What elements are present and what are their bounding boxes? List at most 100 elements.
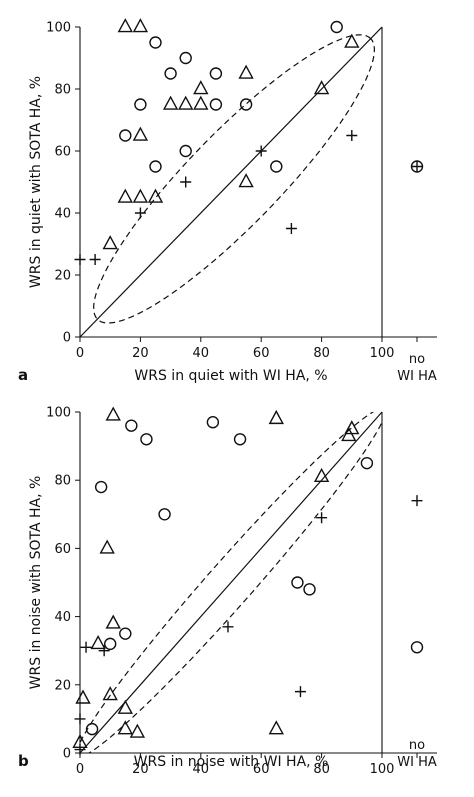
triangle-marker <box>90 634 106 650</box>
triangle-marker <box>341 426 357 442</box>
y-tick-label: 100 <box>46 406 71 421</box>
circle-marker <box>119 129 132 142</box>
circle-marker <box>149 36 162 49</box>
triangle-marker <box>193 80 209 95</box>
circle-marker <box>103 637 117 651</box>
triangle-marker <box>344 420 360 435</box>
circle-marker <box>233 433 247 446</box>
plus-marker <box>411 161 423 172</box>
circle-marker <box>179 144 192 158</box>
plus-marker <box>89 254 101 265</box>
plus-marker <box>346 130 358 141</box>
plus-marker <box>74 254 86 265</box>
circle-marker <box>360 456 374 470</box>
triangle-marker <box>132 188 149 203</box>
triangle-marker <box>99 539 115 554</box>
y-tick-label: 0 <box>63 747 71 762</box>
plus-marker <box>316 512 328 524</box>
triangle-marker <box>132 126 149 141</box>
x-tick-label: 80 <box>313 762 330 777</box>
circle-marker <box>179 51 192 65</box>
plus-marker <box>222 621 234 633</box>
x-tick-label: 0 <box>76 762 84 777</box>
x-tick-label: 20 <box>132 762 149 777</box>
circle-marker <box>270 160 283 173</box>
y-tick-label: 80 <box>54 83 71 98</box>
triangle-marker <box>129 723 146 738</box>
panel-b: 0 20 40 60 80 100 0 20 40 60 80 100 no WI HA WRS in no… <box>18 406 437 777</box>
plus-marker <box>294 686 306 698</box>
triangle-marker <box>102 235 118 250</box>
triangle-marker <box>102 686 118 701</box>
x-axis-title: WRS in noise with WI HA, % <box>134 754 329 770</box>
circle-marker <box>94 480 108 494</box>
confidence-ellipse <box>93 34 376 324</box>
y-axis-title: WRS in noise with SOTA HA, % <box>28 476 44 690</box>
triangle-marker <box>117 188 133 203</box>
x-tick-label: 0 <box>76 346 84 361</box>
triangle-marker <box>313 80 330 95</box>
circle-marker <box>209 67 223 80</box>
plus-marker <box>98 645 110 657</box>
triangle-marker <box>238 64 254 79</box>
circle-marker <box>140 433 153 446</box>
identity-line <box>79 26 383 338</box>
plus-marker <box>74 713 86 725</box>
plus-marker <box>255 145 267 157</box>
y-tick-label: 40 <box>54 207 71 222</box>
triangle-marker <box>178 95 194 110</box>
y-tick-label: 20 <box>54 678 71 693</box>
triangle-marker <box>117 18 133 33</box>
no-wi-ha-label-line1: no <box>409 738 425 753</box>
y-tick-label: 20 <box>54 269 71 284</box>
confidence-ellipse <box>80 412 382 753</box>
no-wi-ha-label-line2: WI HA <box>397 755 437 770</box>
circle-marker <box>85 722 99 736</box>
x-tick-label: 60 <box>253 762 270 777</box>
triangle-marker <box>117 720 133 735</box>
circle-marker <box>209 98 223 111</box>
triangle-marker <box>268 720 284 735</box>
y-tick-label: 80 <box>54 474 71 489</box>
plus-marker <box>180 176 192 188</box>
y-tick-label: 0 <box>63 331 71 346</box>
plus-marker <box>74 744 86 756</box>
circle-marker <box>119 627 132 640</box>
panel-a: 0 20 40 60 80 100 0 20 40 60 80 100 no WI HA WRS in qu… <box>18 18 437 384</box>
y-tick-label: 60 <box>54 145 71 160</box>
identity-line <box>79 411 383 754</box>
plus-marker <box>411 495 423 507</box>
panel-letter: a <box>18 366 28 384</box>
x-tick-label: 80 <box>313 346 330 361</box>
plus-marker <box>134 207 146 219</box>
panel-letter: b <box>18 752 29 770</box>
circle-marker <box>239 98 253 111</box>
triangle-marker <box>238 173 254 188</box>
triangle-marker <box>147 188 164 203</box>
circle-marker <box>291 576 304 589</box>
x-tick-label: 100 <box>370 346 395 361</box>
circle-marker <box>158 508 171 521</box>
y-tick-label: 60 <box>54 542 71 557</box>
triangle-marker <box>268 409 284 425</box>
circle-marker <box>149 160 162 173</box>
x-tick-label: 40 <box>193 346 210 361</box>
y-tick-label: 100 <box>46 21 71 36</box>
no-wi-ha-label-line1: no <box>409 352 425 367</box>
circle-marker <box>303 583 316 596</box>
circle-marker <box>330 20 343 34</box>
triangle-marker <box>132 18 149 33</box>
triangle-marker <box>193 95 209 110</box>
plus-marker <box>285 223 297 234</box>
triangle-marker <box>344 33 360 48</box>
circle-marker <box>410 641 424 654</box>
x-tick-label: 40 <box>193 762 210 777</box>
x-axis-title: WRS in quiet with WI HA, % <box>134 368 327 384</box>
no-wi-ha-label-line2: WI HA <box>397 369 437 384</box>
y-axis-title: WRS in quiet with SOTA HA, % <box>28 76 44 288</box>
triangle-marker <box>162 95 179 110</box>
x-tick-label: 20 <box>132 346 149 361</box>
triangle-marker <box>117 699 133 714</box>
